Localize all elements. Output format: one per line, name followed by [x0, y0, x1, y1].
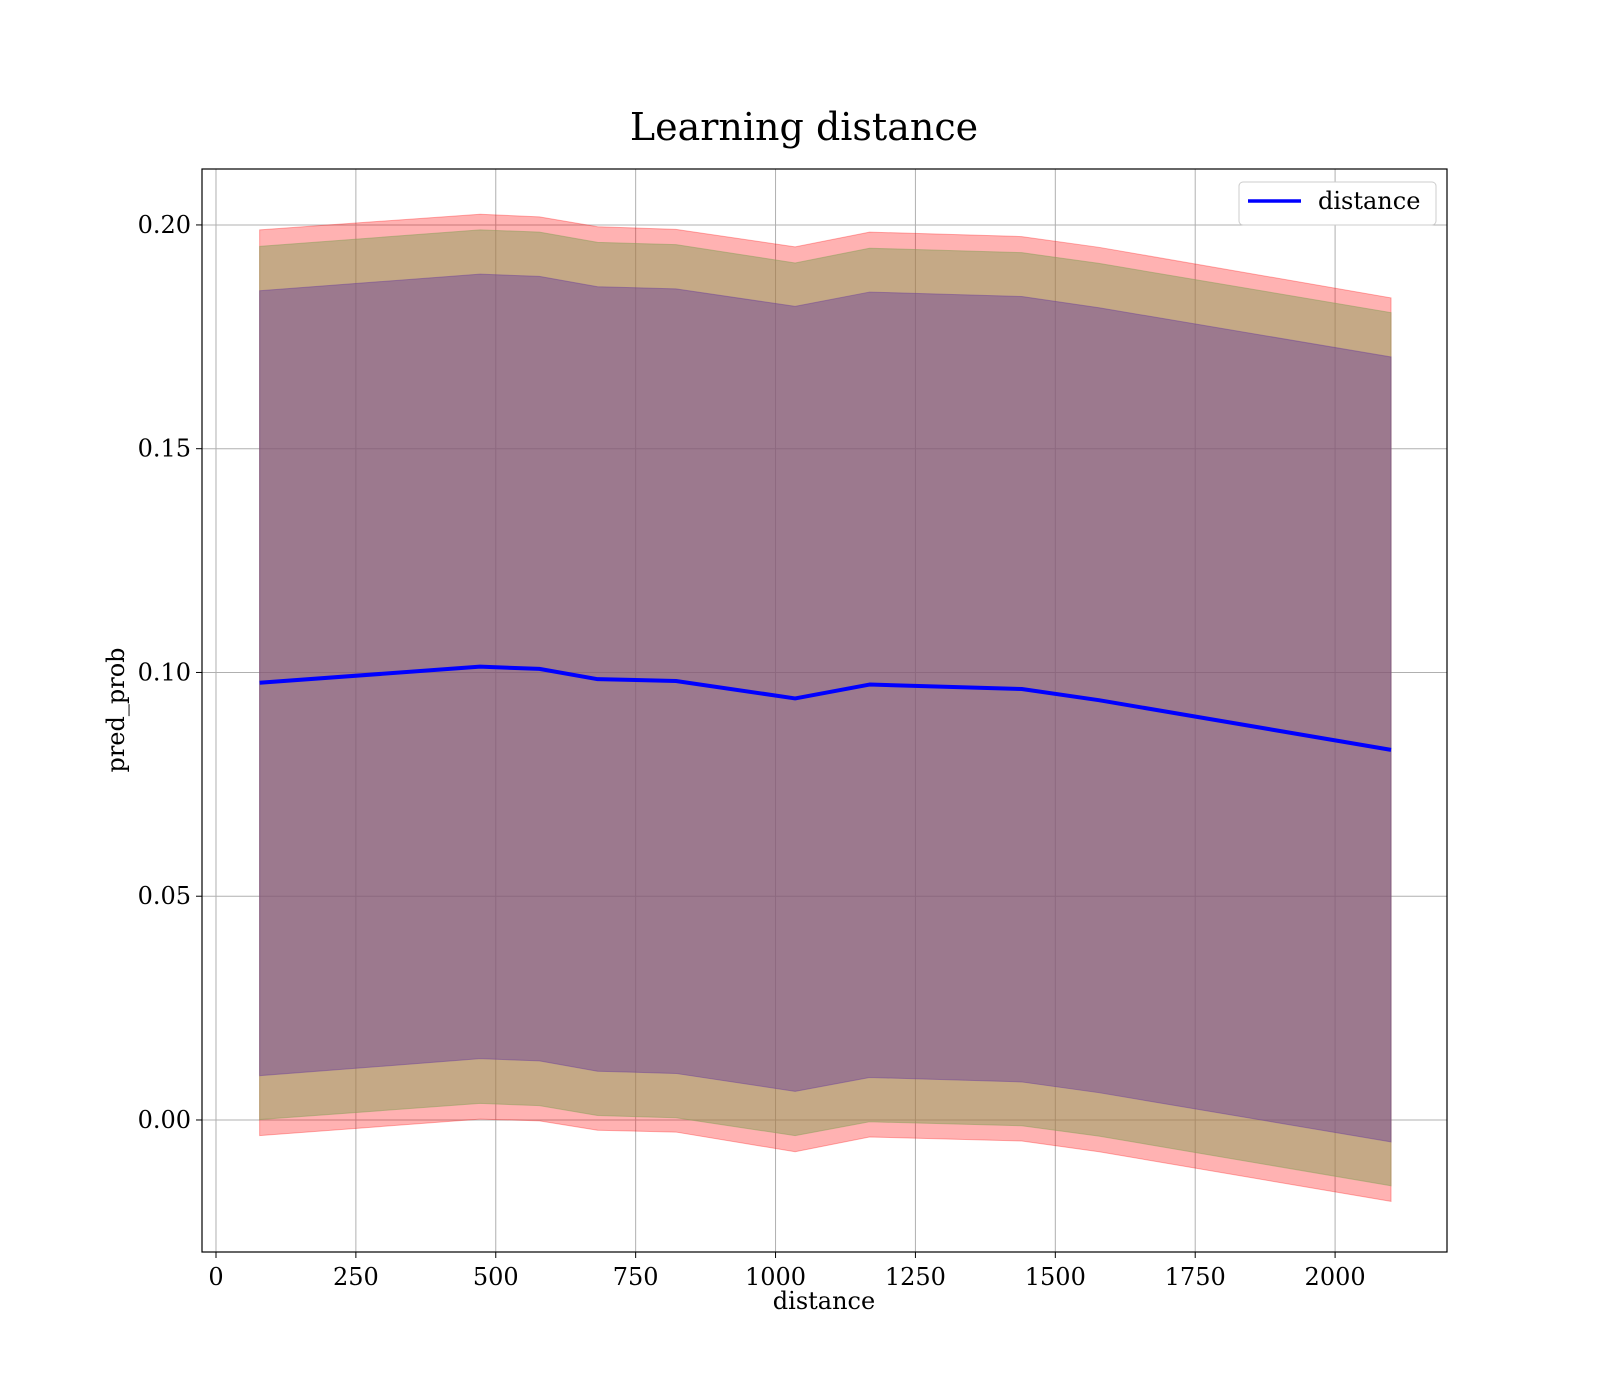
confidence-band: [259, 229, 1392, 1187]
x-tick-label: 500: [473, 1263, 519, 1291]
y-tick-label: 0.00: [138, 1106, 191, 1134]
x-axis-label: distance: [773, 1287, 875, 1315]
x-tick-label: 1250: [885, 1263, 946, 1291]
confidence-bands: [259, 213, 1392, 1203]
x-tick-label: 2000: [1305, 1263, 1366, 1291]
x-tick-label: 250: [333, 1263, 379, 1291]
y-axis-label: pred_prob: [102, 647, 130, 772]
confidence-band: [259, 273, 1392, 1143]
legend: distance: [1238, 181, 1437, 226]
series-line: [259, 664, 1392, 752]
y-tick-label: 0.20: [138, 211, 191, 239]
x-tick-label: 750: [613, 1263, 659, 1291]
x-tick-label: 1500: [1025, 1263, 1086, 1291]
x-tick-label: 0: [208, 1263, 223, 1291]
axis-ticks: 0 250 500 750 1000 1250 1500 1750 2000 0.00 0.05 0.…: [138, 211, 1366, 1291]
y-tick-label: 0.10: [138, 658, 191, 686]
plot-frame: [201, 168, 1448, 1253]
series-lines: [259, 664, 1392, 752]
y-tick-label: 0.05: [138, 882, 191, 910]
x-tick-label: 1000: [745, 1263, 806, 1291]
x-tick-label: 1750: [1165, 1263, 1226, 1291]
legend-box: [1238, 181, 1437, 226]
legend-label: distance: [1318, 187, 1420, 215]
y-tick-label: 0.15: [138, 435, 191, 463]
chart-title: Learning distance: [630, 105, 978, 149]
